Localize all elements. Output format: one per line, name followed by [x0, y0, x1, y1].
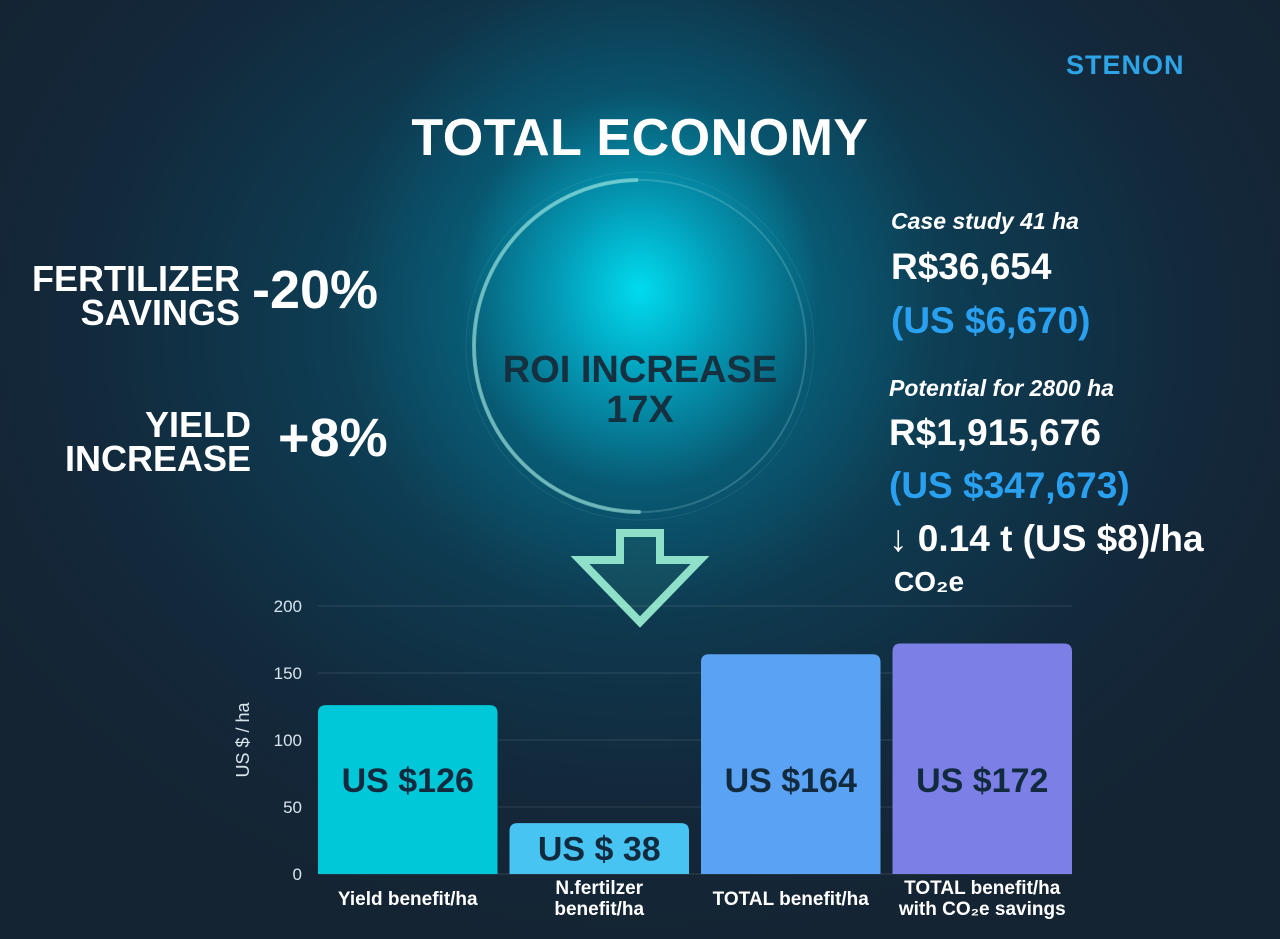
fertilizer-savings-value: -20% [252, 260, 379, 320]
brand-logo: STENON [1066, 50, 1185, 80]
bar-value-label: US $172 [916, 762, 1048, 800]
roi-faint-ring [465, 171, 815, 521]
page-title: TOTAL ECONOMY [411, 109, 869, 167]
x-tick-label: benefit/ha [554, 899, 644, 920]
bar [892, 643, 1072, 874]
potential-caption: Potential for 2800 ha [889, 375, 1114, 401]
yield-increase-value: +8% [278, 408, 388, 468]
roi-ring-highlight [472, 178, 808, 514]
roi-increase: ROI INCREASE 17X [470, 350, 810, 430]
roi-line2: 17X [606, 389, 674, 431]
co2-unit: CO₂e [894, 566, 965, 597]
x-tick-label: N.fertilzer [555, 878, 643, 899]
case-study-usd: (US $6,670) [891, 300, 1091, 341]
y-tick-label: 150 [274, 664, 302, 683]
bar-value-label: US $164 [725, 762, 857, 800]
x-tick-label: TOTAL benefit/ha [904, 878, 1061, 899]
y-tick-label: 0 [293, 865, 302, 884]
bar-value-label: US $126 [342, 762, 474, 800]
potential-usd: (US $347,673) [889, 465, 1130, 506]
y-axis-label: US $ / ha [233, 701, 253, 777]
roi-line1: ROI INCREASE [502, 349, 778, 391]
case-study-caption: Case study 41 ha [891, 208, 1079, 234]
fertilizer-savings-label: FERTILIZER SAVINGS [32, 258, 240, 333]
case-study-brl: R$36,654 [891, 246, 1052, 287]
down-arrow-icon [570, 529, 710, 628]
fertilizer-label-line1: FERTILIZER [32, 258, 240, 299]
x-tick-label: with CO₂e savings [898, 899, 1066, 920]
bar [509, 823, 689, 874]
bar-value-label: US $ 38 [538, 831, 661, 869]
fertilizer-label-line2: SAVINGS [80, 292, 240, 333]
y-tick-label: 100 [274, 731, 302, 750]
y-tick-label: 200 [274, 597, 302, 616]
y-tick-label: 50 [283, 798, 302, 817]
yield-label-line2: INCREASE [64, 438, 251, 479]
co2-reduction: ↓ 0.14 t (US $8)/ha [889, 518, 1204, 559]
yield-label-line1: YIELD [144, 404, 251, 445]
x-tick-label: Yield benefit/ha [338, 889, 478, 910]
yield-increase-label: YIELD INCREASE [64, 404, 251, 479]
potential-brl: R$1,915,676 [889, 412, 1101, 453]
bar [318, 705, 498, 874]
x-tick-label: TOTAL benefit/ha [713, 889, 870, 910]
bar [701, 654, 881, 874]
